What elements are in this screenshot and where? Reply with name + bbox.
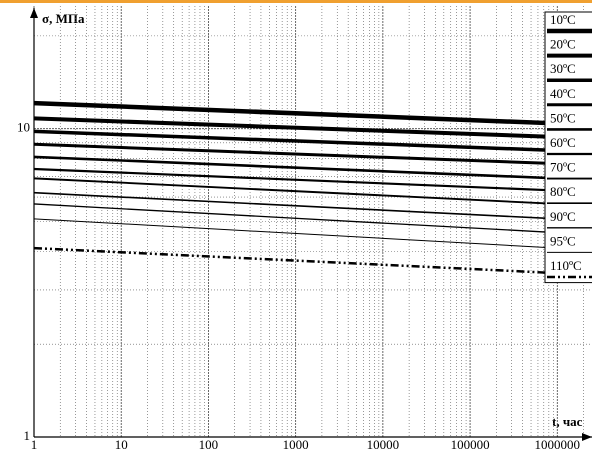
legend-label: 20ºC bbox=[550, 37, 576, 52]
legend-label: 60ºC bbox=[550, 135, 576, 150]
series-line bbox=[33, 203, 558, 234]
series-line bbox=[33, 177, 558, 205]
legend-label: 30ºC bbox=[550, 61, 576, 76]
x-tick-label: 100000 bbox=[451, 437, 490, 451]
series-line bbox=[33, 142, 558, 166]
x-tick-label: 10 bbox=[115, 437, 128, 451]
x-axis-arrow bbox=[582, 433, 592, 441]
legend-label: 10ºC bbox=[550, 12, 576, 27]
x-tick-label: 1000 bbox=[283, 437, 309, 451]
top-border bbox=[0, 0, 592, 3]
x-tick-label: 1 bbox=[31, 437, 38, 451]
legend-label: 110ºC bbox=[550, 258, 582, 273]
series-line bbox=[33, 167, 558, 192]
y-tick-label: 10 bbox=[17, 120, 30, 135]
y-tick-label: 1 bbox=[24, 428, 31, 443]
series-line bbox=[33, 191, 558, 220]
legend-label: 50ºC bbox=[550, 110, 576, 125]
legend-label: 90ºC bbox=[550, 209, 576, 224]
series-line bbox=[33, 218, 558, 249]
legend-label: 95ºC bbox=[550, 233, 576, 248]
y-axis-label: σ, МПа bbox=[42, 11, 85, 26]
series-line bbox=[33, 246, 558, 275]
series-line bbox=[33, 100, 558, 126]
x-tick-label: 100 bbox=[199, 437, 219, 451]
x-tick-label: 1000000 bbox=[535, 437, 581, 451]
legend-label: 70ºC bbox=[550, 160, 576, 175]
legend-label: 80ºC bbox=[550, 184, 576, 199]
legend-label: 40ºC bbox=[550, 86, 576, 101]
x-axis-label: t, час bbox=[552, 414, 583, 429]
y-axis-arrow bbox=[30, 8, 38, 18]
series-line bbox=[33, 116, 558, 139]
series-line bbox=[33, 155, 558, 180]
series-line bbox=[33, 129, 558, 153]
x-tick-label: 10000 bbox=[367, 437, 400, 451]
